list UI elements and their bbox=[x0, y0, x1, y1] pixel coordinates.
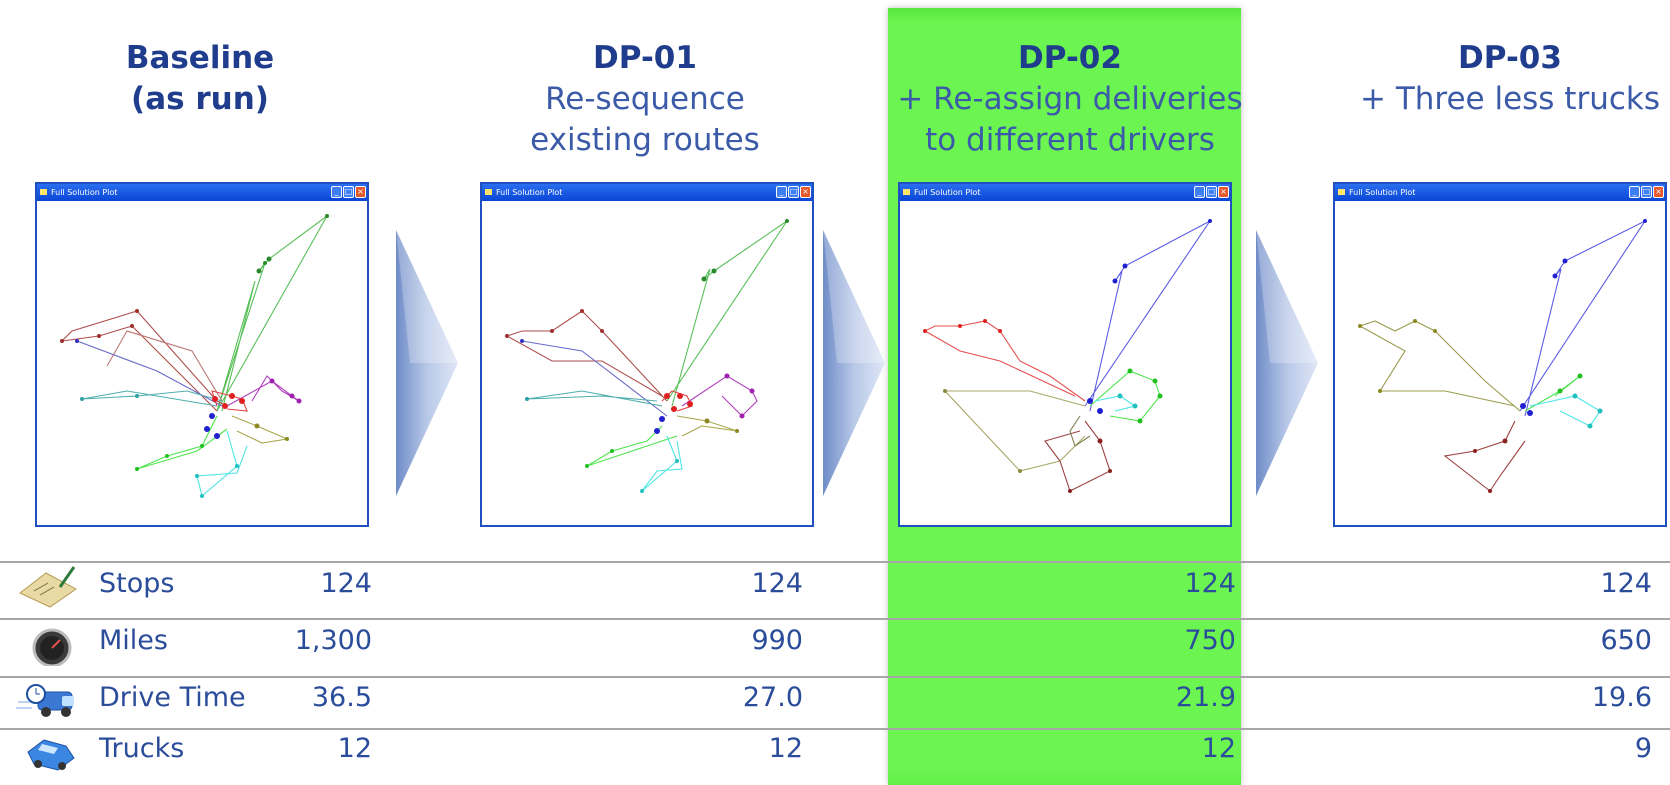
column-subtitle-line-2: existing routes bbox=[530, 122, 760, 158]
metric-value: 12 bbox=[337, 733, 372, 764]
metric-label-stops: Stops bbox=[99, 568, 175, 599]
route-plot-window-baseline: Full Solution Plot _ □ × bbox=[35, 182, 369, 527]
metric-value: 124 bbox=[751, 568, 803, 599]
metric-label-trucks: Trucks bbox=[99, 733, 185, 764]
row-divider bbox=[0, 561, 1670, 563]
maximize-icon[interactable]: □ bbox=[1206, 186, 1217, 198]
route-plot-window-dp-03: Full Solution Plot _ □ × bbox=[1333, 182, 1667, 527]
metric-value: 750 bbox=[1184, 625, 1236, 656]
column-subtitle-line-1: + Re-assign deliveries bbox=[897, 81, 1243, 117]
metric-value: 36.5 bbox=[311, 682, 372, 713]
metric-label-miles: Miles bbox=[99, 625, 168, 656]
window-title-bar: Full Solution Plot _ □ × bbox=[900, 184, 1230, 201]
app-icon bbox=[903, 189, 910, 195]
column-subtitle-line-1: Re-sequence bbox=[545, 81, 745, 117]
minimize-icon[interactable]: _ bbox=[331, 186, 342, 198]
column-subtitle-line-2: to different drivers bbox=[925, 122, 1215, 158]
metric-value: 21.9 bbox=[1175, 682, 1236, 713]
close-icon[interactable]: × bbox=[355, 186, 366, 198]
column-header-baseline: Baseline (as run) bbox=[0, 38, 410, 120]
route-plot-dp-02 bbox=[923, 219, 1212, 493]
metric-value: 12 bbox=[1201, 733, 1236, 764]
column-title: Baseline bbox=[125, 40, 275, 76]
clipboard-checklist-icon bbox=[19, 566, 77, 608]
window-title: Full Solution Plot bbox=[914, 188, 981, 197]
app-icon bbox=[485, 189, 492, 195]
column-header-dp-03: DP-03 + Three less trucks bbox=[1300, 38, 1670, 120]
close-icon[interactable]: × bbox=[800, 186, 811, 198]
app-icon bbox=[40, 189, 47, 195]
row-divider bbox=[0, 676, 1670, 678]
maximize-icon[interactable]: □ bbox=[343, 186, 354, 198]
column-title: DP-01 bbox=[593, 40, 697, 76]
column-title: DP-02 bbox=[1018, 40, 1122, 76]
route-plot-baseline bbox=[60, 214, 329, 498]
route-plot-dp-01 bbox=[505, 219, 789, 493]
close-icon[interactable]: × bbox=[1653, 186, 1664, 198]
metric-value: 124 bbox=[320, 568, 372, 599]
metric-value: 124 bbox=[1184, 568, 1236, 599]
chevron-right-arrow-icon bbox=[823, 230, 885, 496]
app-icon bbox=[1338, 189, 1345, 195]
window-title: Full Solution Plot bbox=[51, 188, 118, 197]
speedometer-icon bbox=[32, 628, 72, 666]
metric-value: 650 bbox=[1600, 625, 1652, 656]
window-title-bar: Full Solution Plot _ □ × bbox=[1335, 184, 1665, 201]
blue-car-icon bbox=[27, 739, 75, 771]
metric-value: 990 bbox=[751, 625, 803, 656]
column-header-dp-01: DP-01 Re-sequence existing routes bbox=[435, 38, 855, 161]
chevron-right-arrow-icon bbox=[396, 230, 458, 496]
row-divider bbox=[0, 618, 1670, 620]
metric-value: 27.0 bbox=[742, 682, 803, 713]
column-subtitle: (as run) bbox=[131, 81, 269, 117]
window-title-bar: Full Solution Plot _ □ × bbox=[37, 184, 367, 201]
route-plot-window-dp-01: Full Solution Plot _ □ × bbox=[480, 182, 814, 527]
minimize-icon[interactable]: _ bbox=[776, 186, 787, 198]
minimize-icon[interactable]: _ bbox=[1629, 186, 1640, 198]
metric-label-drive-time: Drive Time bbox=[99, 682, 246, 713]
window-title-bar: Full Solution Plot _ □ × bbox=[482, 184, 812, 201]
column-title: DP-03 bbox=[1458, 40, 1562, 76]
chevron-right-arrow-icon bbox=[1256, 230, 1318, 496]
close-icon[interactable]: × bbox=[1218, 186, 1229, 198]
window-title: Full Solution Plot bbox=[1349, 188, 1416, 197]
metric-value: 1,300 bbox=[294, 625, 372, 656]
row-divider bbox=[0, 728, 1670, 730]
route-plot-dp-03 bbox=[1358, 219, 1647, 493]
metric-value: 9 bbox=[1634, 733, 1652, 764]
metric-value: 12 bbox=[768, 733, 803, 764]
column-header-dp-02: DP-02 + Re-assign deliveries to differen… bbox=[860, 38, 1280, 161]
metric-value: 19.6 bbox=[1591, 682, 1652, 713]
maximize-icon[interactable]: □ bbox=[1641, 186, 1652, 198]
maximize-icon[interactable]: □ bbox=[788, 186, 799, 198]
minimize-icon[interactable]: _ bbox=[1194, 186, 1205, 198]
column-subtitle-line-1: + Three less trucks bbox=[1359, 81, 1660, 117]
delivery-truck-clock-icon bbox=[16, 684, 74, 717]
route-plot-window-dp-02: Full Solution Plot _ □ × bbox=[898, 182, 1232, 527]
window-title: Full Solution Plot bbox=[496, 188, 563, 197]
metric-value: 124 bbox=[1600, 568, 1652, 599]
